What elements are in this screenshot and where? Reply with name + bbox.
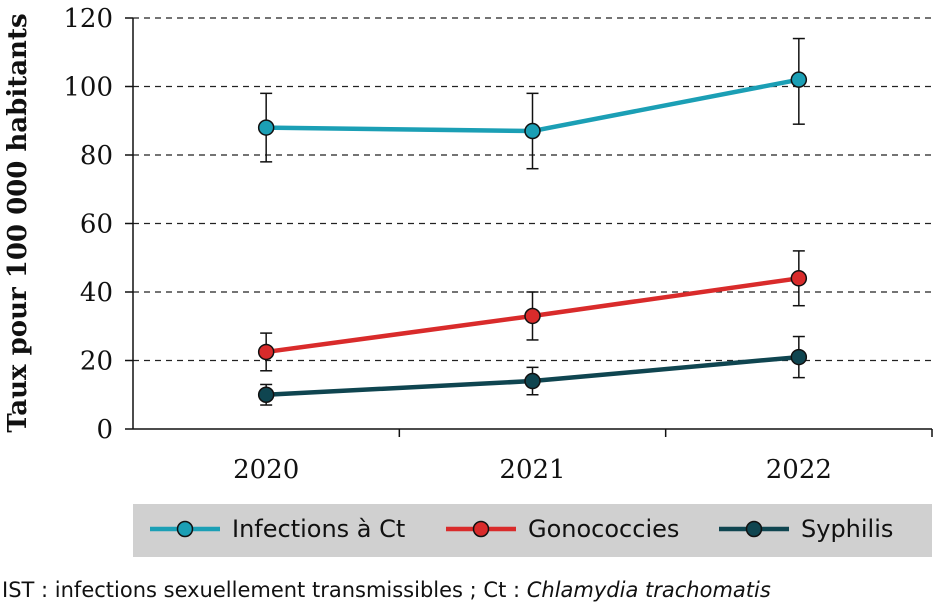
data-point <box>790 71 808 88</box>
footnote-prefix: IST : infections sexuellement transmissi… <box>2 578 527 602</box>
y-tick-label: 80 <box>80 141 113 171</box>
legend: Infections à Ct Gonococcies Syphilis <box>133 504 932 557</box>
data-point <box>257 119 275 136</box>
legend-item-2: Syphilis <box>719 515 893 543</box>
y-tick-label: 60 <box>80 210 113 240</box>
y-tick-label: 100 <box>63 73 113 103</box>
series-1 <box>257 250 808 372</box>
legend-swatch-marker <box>745 520 763 538</box>
y-axis-label: Taux pour 100 000 habitants <box>3 13 33 432</box>
legend-item-0: Infections à Ct <box>150 515 405 543</box>
x-tick-label: 2022 <box>766 455 832 485</box>
series-0 <box>257 37 808 170</box>
legend-label: Infections à Ct <box>232 515 405 543</box>
legend-label: Syphilis <box>801 515 893 543</box>
legend-swatch-marker <box>472 520 490 538</box>
y-tick-label: 20 <box>80 347 113 377</box>
data-point <box>790 270 808 287</box>
data-point <box>257 343 275 361</box>
data-point <box>524 122 541 140</box>
footnote: IST : infections sexuellement transmissi… <box>2 578 771 602</box>
legend-label: Gonococcies <box>528 515 679 543</box>
y-tick-label: 120 <box>63 4 113 34</box>
y-tick-label: 40 <box>80 278 113 308</box>
data-point <box>257 386 275 403</box>
x-tick-label: 2021 <box>499 455 565 485</box>
y-ticks: 0 20 40 60 80 100 120 <box>63 4 133 445</box>
x-tick-label: 2020 <box>233 455 299 485</box>
footnote-italic: Chlamydia trachomatis <box>526 578 771 602</box>
legend-box <box>133 504 932 557</box>
y-tick-label: 0 <box>96 415 113 445</box>
legend-item-1: Gonococcies <box>446 515 679 543</box>
series-2 <box>257 335 808 406</box>
data-point <box>790 348 808 366</box>
data-point <box>524 372 541 390</box>
series-layer <box>257 37 808 406</box>
data-point <box>524 307 541 325</box>
x-ticks: 2020 2021 2022 <box>233 429 933 485</box>
legend-swatch-marker <box>176 520 194 538</box>
